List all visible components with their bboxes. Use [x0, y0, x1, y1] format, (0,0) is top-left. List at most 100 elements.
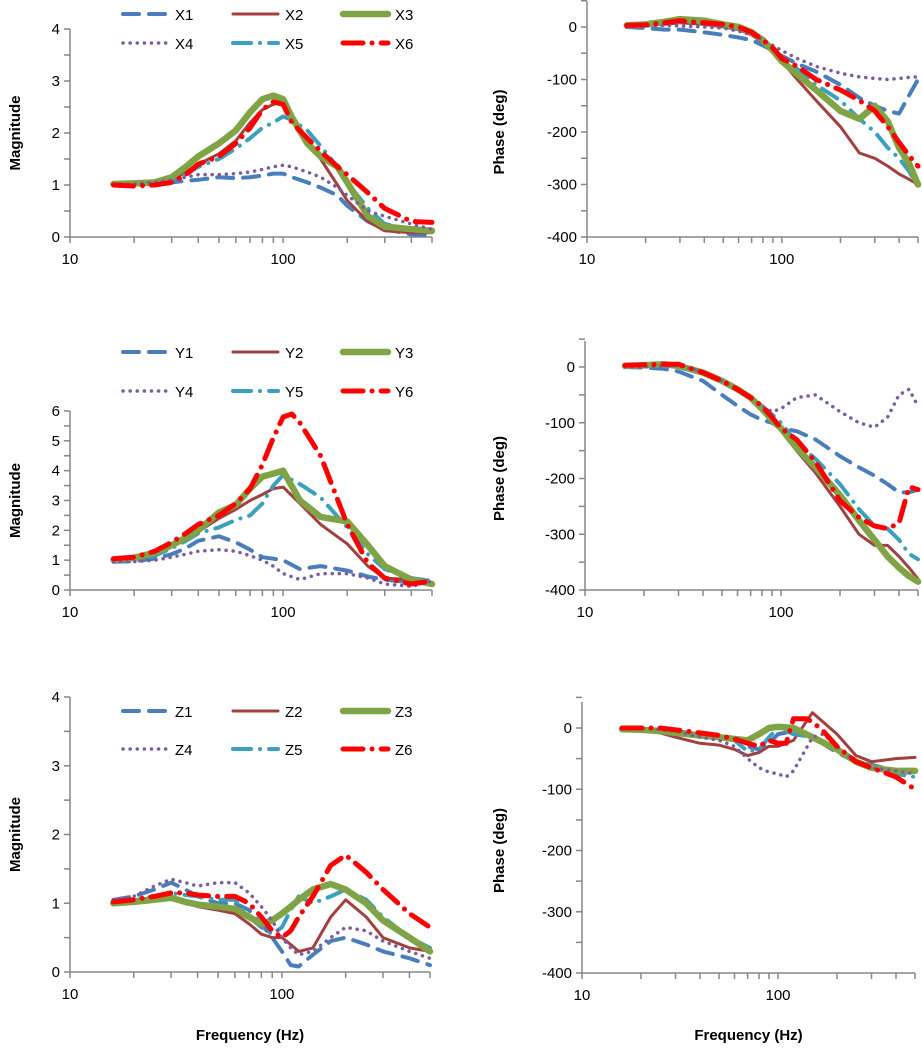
series-line-x6	[624, 18, 921, 169]
x-tick-label: 10	[62, 251, 79, 268]
x-tick-label: 10	[574, 987, 591, 1004]
series-line-z3	[618, 723, 919, 775]
legend-label: Y5	[285, 384, 303, 401]
legend-label: X6	[395, 36, 413, 53]
legend-item-z1: Z1	[121, 704, 193, 721]
y-axis-title: Phase (deg)	[491, 89, 508, 174]
legend-item-y1: Y1	[121, 345, 193, 362]
legend-label: Z5	[285, 742, 303, 759]
series-line-y4	[111, 547, 434, 589]
y-tick-label: -200	[542, 843, 572, 860]
legend-item-z2: Z2	[231, 704, 303, 721]
y-axis-title: Magnitude	[7, 463, 24, 538]
legend-label: Z1	[175, 704, 193, 721]
y-tick-label: 4	[52, 689, 60, 706]
series-line-y2	[623, 363, 920, 581]
legend-item-z4: Z4	[121, 742, 193, 759]
x-tick-label: 100	[765, 987, 790, 1004]
x-tick-label: 10	[62, 604, 79, 621]
series-line-y5	[623, 362, 920, 562]
series-line-z6	[619, 716, 918, 792]
series-line-y1	[623, 365, 920, 495]
legend-item-x3: X3	[339, 7, 413, 24]
series-line-y5	[111, 473, 434, 583]
y-axis-title: Phase (deg)	[491, 808, 508, 893]
legend-label: Y3	[395, 345, 413, 362]
y-tick-label: 4	[52, 21, 60, 38]
x-tick-label: 100	[768, 604, 793, 621]
legend-item-y4: Y4	[121, 384, 193, 401]
y-tick-label: 6	[52, 403, 60, 420]
legend-item-y6: Y6	[340, 384, 413, 401]
y-tick-label: -400	[542, 965, 572, 982]
y-tick-label: 0	[52, 582, 60, 599]
legend-item-y2: Y2	[231, 345, 303, 362]
series-line-z3	[110, 880, 434, 955]
legend-item-x5: X5	[231, 36, 303, 53]
x-tick-label: 10	[62, 986, 79, 1003]
y-tick-label: -100	[545, 415, 575, 432]
y-tick-label: 1	[52, 895, 60, 912]
x-tick-label: 100	[269, 986, 294, 1003]
y-tick-label: 2	[52, 125, 60, 142]
x-tick-label: 100	[271, 251, 296, 268]
series-line-z2	[620, 711, 917, 764]
legend-label: Z4	[175, 742, 193, 759]
series-line-x2	[112, 100, 434, 235]
y-tick-label: 2	[52, 522, 60, 539]
z-magnitude-chart: 0 1 2 3 4 10 100 Magnitude Frequency (Hz) Z1 Z2 Z3 Z…	[7, 689, 434, 1044]
y-tick-label: -100	[542, 781, 572, 798]
series-line-z6	[110, 852, 433, 941]
y-tick-label: -400	[547, 229, 577, 246]
legend-item-z6: Z6	[340, 742, 413, 759]
legend-item-x2: X2	[231, 7, 303, 24]
y-tick-label: -300	[547, 177, 577, 194]
y-tick-label: -300	[545, 526, 575, 543]
series-line-y6	[622, 361, 921, 532]
y-tick-label: 5	[52, 433, 60, 450]
legend-label: X2	[285, 7, 303, 24]
y-tick-label: 1	[52, 552, 60, 569]
series-line-x6	[111, 99, 435, 225]
series-line-y3	[110, 467, 436, 588]
y-tick-label: 3	[52, 493, 60, 510]
y-tick-label: -300	[542, 904, 572, 921]
y-tick-label: -100	[547, 72, 577, 89]
legend-item-x1: X1	[121, 7, 193, 24]
series-line-y6	[111, 411, 435, 587]
y-tick-label: 0	[564, 720, 572, 737]
legend-item-x6: X6	[340, 36, 413, 53]
legend-label: Z3	[395, 704, 413, 721]
y-tick-label: 3	[52, 73, 60, 90]
x-magnitude-chart: 0 1 2 3 4 10 100 Magnitude X1 X2 X3 X4 X5 X6	[7, 7, 436, 268]
legend-label: Z2	[285, 704, 303, 721]
x-tick-label: 10	[577, 604, 594, 621]
x-tick-label: 100	[271, 604, 296, 621]
y-tick-label: -400	[545, 582, 575, 599]
y-axis-title: Phase (deg)	[491, 436, 508, 521]
series-line-y3	[621, 360, 922, 585]
y-axis-title: Magnitude	[7, 96, 24, 171]
legend-item-z3: Z3	[339, 704, 413, 721]
y-tick-label: 2	[52, 827, 60, 844]
legend-item-y5: Y5	[231, 384, 303, 401]
y-tick-label: 4	[52, 463, 60, 480]
legend-label: Y1	[175, 345, 193, 362]
series-line-x3	[110, 92, 436, 235]
legend-label: X4	[175, 36, 193, 53]
series-line-x4	[111, 163, 434, 231]
legend-item-z5: Z5	[231, 742, 303, 759]
legend-label: X1	[175, 7, 193, 24]
y-tick-label: 0	[567, 359, 575, 376]
series-line-x4	[625, 23, 920, 82]
legend-label: X3	[395, 7, 413, 24]
y-magnitude-chart: 0 1 2 3 4 5 6 10 100 Magnitude Y1 Y2 Y3 Y4 Y5 Y6	[7, 345, 436, 621]
series-line-x1	[624, 25, 920, 116]
y-tick-label: 0	[52, 964, 60, 981]
y-tick-label: 3	[52, 758, 60, 775]
legend-item-y3: Y3	[339, 345, 413, 362]
